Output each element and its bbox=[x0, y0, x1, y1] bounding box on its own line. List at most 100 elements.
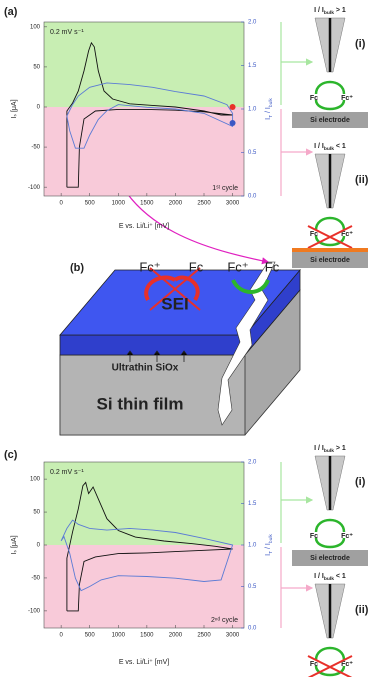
x-tick-label: 1000 bbox=[112, 633, 126, 639]
electrode-label: Si electrode bbox=[310, 257, 350, 264]
electrode bbox=[292, 252, 368, 268]
species: Fc bbox=[310, 533, 318, 540]
species: Fc⁺ bbox=[341, 95, 353, 102]
y2-axis-label: IT / Ibulk bbox=[265, 98, 274, 120]
x-tick-label: 1500 bbox=[140, 633, 154, 639]
schematic-b: SEI Ultrathin SiOx Si thin film Fc⁺ Fc F… bbox=[59, 259, 301, 436]
y-tick-label: -50 bbox=[31, 576, 40, 582]
ratio-label-part: I / I bbox=[314, 143, 324, 150]
y2-tick-label: 1.0 bbox=[248, 543, 257, 549]
cv-curve bbox=[66, 481, 233, 612]
ratio-label: I / Ibulk < 1 bbox=[314, 573, 346, 582]
cv-curve bbox=[60, 519, 234, 592]
y2-tick-label: 1.5 bbox=[248, 63, 257, 69]
y2-axis-label-part: / I bbox=[265, 107, 272, 115]
y-tick-label: -100 bbox=[28, 185, 41, 191]
layer-label: Si thin film bbox=[97, 394, 184, 413]
ratio-label-part: < 1 bbox=[334, 573, 346, 580]
cycle-label: 2ⁿᵈ cycle bbox=[211, 617, 238, 624]
x-tick-label: 2500 bbox=[197, 633, 211, 639]
y-tick-label: 0 bbox=[37, 543, 41, 549]
panel-label: (c) bbox=[4, 449, 18, 461]
redox-cycle bbox=[314, 646, 346, 677]
case-tag: (i) bbox=[355, 476, 366, 488]
ratio-label-part: > 1 bbox=[334, 445, 346, 452]
y2-tick-label: 1.5 bbox=[248, 501, 257, 507]
cv-curve bbox=[66, 82, 234, 149]
x-tick-label: 0 bbox=[59, 201, 63, 207]
block-cross bbox=[307, 655, 353, 677]
y2-tick-label: 2.0 bbox=[248, 20, 257, 26]
ratio-label-part: I / I bbox=[314, 7, 324, 14]
x-axis-label: E vs. Li/Li⁺ [mV] bbox=[119, 659, 169, 666]
ratio-label: I / Ibulk > 1 bbox=[314, 7, 346, 16]
region-below bbox=[44, 106, 244, 196]
cycle-label: 1ˢᵗ cycle bbox=[212, 185, 238, 192]
y2-tick-label: 2.0 bbox=[248, 460, 257, 466]
rate-label: 0.2 mV s⁻¹ bbox=[50, 469, 84, 476]
ratio-label-part: < 1 bbox=[334, 143, 346, 150]
species: Fc bbox=[189, 259, 204, 274]
y2-axis-label-part: I bbox=[265, 118, 272, 120]
marker bbox=[229, 103, 236, 110]
redox-cycle bbox=[314, 216, 346, 247]
rate-label: 0.2 mV s⁻¹ bbox=[50, 29, 84, 36]
species: Fc⁺ bbox=[227, 259, 248, 274]
y-tick-label: 0 bbox=[37, 105, 41, 111]
y2-axis-label-part: T bbox=[268, 551, 274, 554]
species: Fc bbox=[310, 95, 318, 102]
case-tag: (ii) bbox=[355, 604, 369, 616]
electrode bbox=[292, 550, 368, 566]
y2-axis-label-part: T bbox=[268, 115, 274, 118]
region-above bbox=[44, 462, 244, 545]
block-cross bbox=[307, 225, 353, 249]
x-tick-label: 1000 bbox=[112, 201, 126, 207]
y2-tick-label: 0.0 bbox=[248, 194, 257, 200]
y-axis-label: Iₛ [μA] bbox=[11, 99, 18, 118]
sei-layer bbox=[292, 248, 368, 252]
y-tick-label: -100 bbox=[28, 608, 41, 614]
ratio-label-part: bulk bbox=[324, 448, 334, 454]
species: Fc⁺ bbox=[139, 259, 160, 274]
species: Fc bbox=[310, 231, 318, 238]
panel-label: (b) bbox=[70, 262, 84, 274]
x-tick-label: 2000 bbox=[169, 633, 183, 639]
species: Fc bbox=[310, 661, 318, 668]
electrode-label: Si electrode bbox=[310, 555, 350, 562]
y-axis-label: Iₛ [μA] bbox=[11, 535, 18, 554]
y2-axis-label-part: I bbox=[265, 554, 272, 556]
redox-cycle bbox=[314, 80, 346, 111]
y-tick-label: 50 bbox=[33, 64, 40, 70]
ratio-label-part: I / I bbox=[314, 573, 324, 580]
y2-axis-label-part: bulk bbox=[268, 534, 274, 544]
layer-label: Ultrathin SiOx bbox=[112, 363, 179, 374]
ratio-label-part: I / I bbox=[314, 445, 324, 452]
y2-axis-label: IT / Ibulk bbox=[265, 534, 274, 556]
x-tick-label: 500 bbox=[85, 633, 96, 639]
x-tick-label: 500 bbox=[85, 201, 96, 207]
y2-tick-label: 0.5 bbox=[248, 150, 257, 156]
ratio-label: I / Ibulk > 1 bbox=[314, 445, 346, 454]
x-tick-label: 3000 bbox=[226, 201, 240, 207]
y2-tick-label: 0.5 bbox=[248, 584, 257, 590]
y2-tick-label: 0.0 bbox=[248, 626, 257, 632]
electrode bbox=[292, 112, 368, 128]
y-tick-label: 100 bbox=[30, 477, 41, 483]
x-axis-label: E vs. Li/Li⁺ [mV] bbox=[119, 223, 169, 230]
y-tick-label: -50 bbox=[31, 145, 40, 151]
case-tag: (ii) bbox=[355, 174, 369, 186]
case-tag: (i) bbox=[355, 38, 366, 50]
species: Fc⁺ bbox=[341, 231, 353, 238]
ratio-label-part: bulk bbox=[324, 10, 334, 16]
ratio-label: I / Ibulk < 1 bbox=[314, 143, 346, 152]
species: Fc⁺ bbox=[341, 533, 353, 540]
x-tick-label: 0 bbox=[59, 633, 63, 639]
y-tick-label: 100 bbox=[30, 24, 41, 30]
species: Fc bbox=[265, 259, 280, 274]
x-tick-label: 3000 bbox=[226, 633, 240, 639]
redox-cycle bbox=[314, 518, 346, 549]
y2-tick-label: 1.0 bbox=[248, 107, 257, 113]
ratio-label-part: bulk bbox=[324, 576, 334, 582]
species: Fc⁺ bbox=[341, 661, 353, 668]
